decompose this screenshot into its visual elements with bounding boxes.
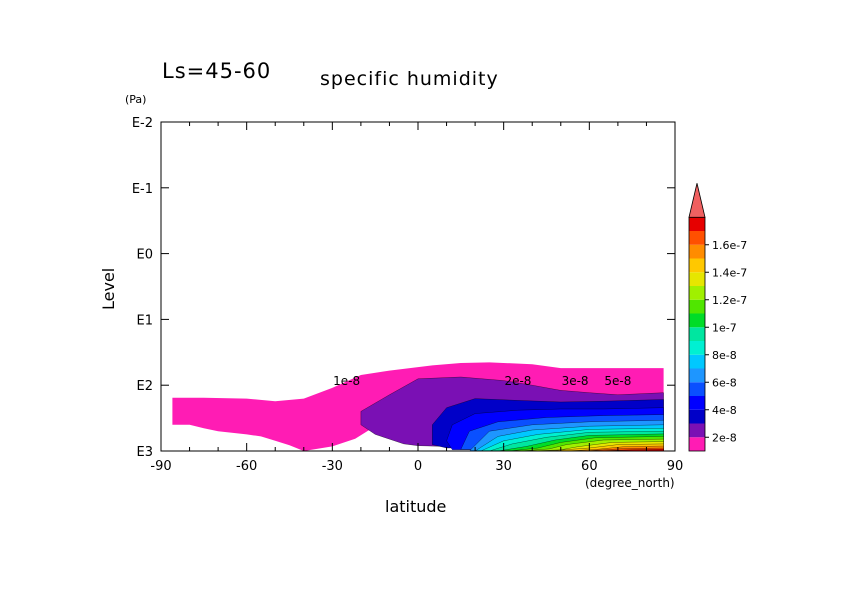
y-tick-label: E-2 [132,116,153,131]
y-tick-label: E1 [137,313,154,328]
y-axis-label: Level [99,268,118,310]
colorbar-swatch [689,286,705,300]
colorbar-swatch [689,313,705,328]
colorbar-label: 4e-8 [712,404,737,417]
colorbar-extend-arrow [688,183,706,218]
y-tick-label: E3 [137,445,154,460]
x-unit-label: (degree_north) [585,476,675,490]
colorbar-swatch [689,396,705,410]
colorbar-swatch [689,354,705,369]
colorbar: 2e-8 4e-8 6e-8 8e-8 1e-7 1.2e-7 1.4e-7 1.6e-7 [688,183,747,452]
colorbar-swatch [689,217,705,231]
colorbar-swatch [689,272,705,286]
colorbar-swatch [689,423,705,438]
y-tick-label: E2 [137,379,154,394]
colorbar-swatch [689,409,705,424]
contour-label-4: 5e-8 [604,374,631,388]
x-tick-label: 30 [495,459,512,474]
colorbar-swatch [689,231,705,245]
colorbar-swatch [689,368,705,383]
ls-label: Ls=45-60 [162,59,271,83]
colorbar-label: 6e-8 [712,376,737,389]
colorbar-label: 1.6e-7 [712,239,747,252]
colorbar-swatch [689,437,705,451]
y-unit-label: (Pa) [125,93,146,106]
x-axis-label: latitude [385,497,446,516]
x-tick-label: 0 [414,459,422,474]
x-tick-label: -60 [236,459,257,474]
contour-fill-layer [172,362,664,452]
colorbar-label: 2e-8 [712,431,737,444]
colorbar-label: 1e-7 [712,321,737,334]
contour-labels: 1e-8 2e-8 3e-8 5e-8 [333,374,631,388]
x-axis-ticks: -90 -60 -30 0 30 60 90 [150,122,683,474]
contour-label-3: 3e-8 [562,374,589,388]
y-tick-label: E-1 [132,182,153,197]
colorbar-label: 1.4e-7 [712,266,747,279]
colorbar-swatch [689,244,705,259]
colorbar-swatch [689,258,705,273]
colorbar-swatch [689,341,705,355]
colorbar-swatch [689,382,705,396]
colorbar-swatch [689,299,705,314]
x-tick-label: 90 [667,459,684,474]
contour-label-1: 1e-8 [333,374,360,388]
colorbar-label: 8e-8 [712,349,737,362]
x-tick-label: -30 [322,459,343,474]
x-tick-label: 60 [581,459,598,474]
colorbar-swatch [689,327,705,341]
y-tick-label: E0 [137,248,154,263]
y-axis-ticks: E-2 E-1 E0 E1 E2 E3 [132,116,675,460]
contour-label-2: 2e-8 [504,374,531,388]
chart-title: specific humidity [320,68,499,90]
x-tick-label: -90 [150,459,171,474]
colorbar-label: 1.2e-7 [712,294,747,307]
